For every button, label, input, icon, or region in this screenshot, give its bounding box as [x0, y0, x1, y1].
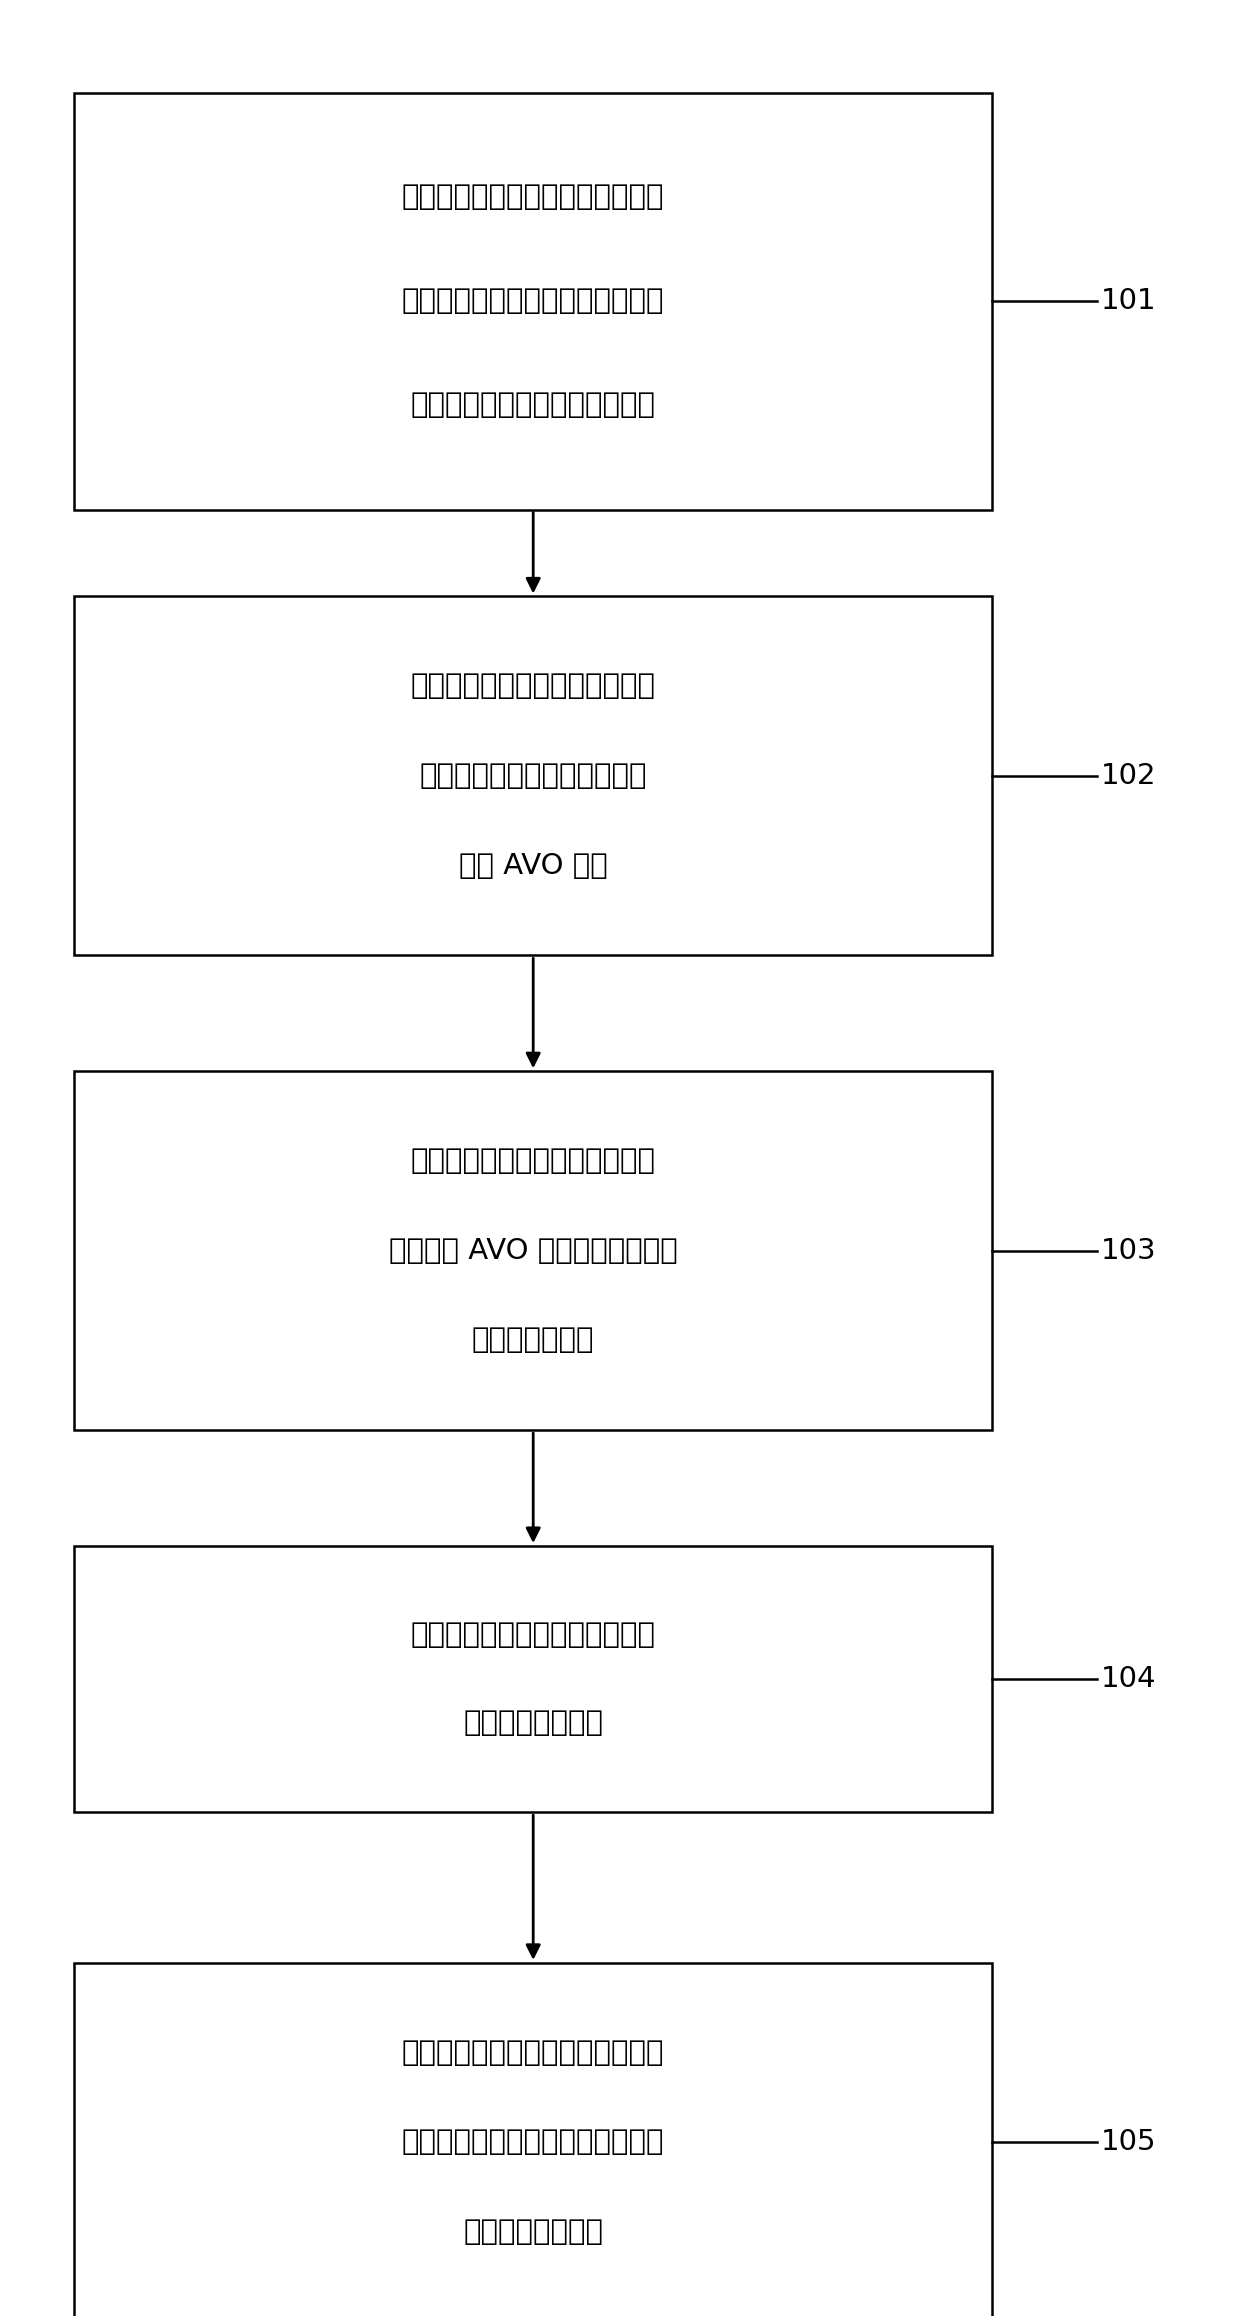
Text: 根据最终关键参数，确定最终的: 根据最终关键参数，确定最终的: [410, 1621, 656, 1649]
Text: 102: 102: [1101, 762, 1156, 790]
Bar: [74, 1547, 992, 1811]
Text: 进而建立多种砥泥岩的组合模式: 进而建立多种砥泥岩的组合模式: [410, 391, 656, 419]
Text: 104: 104: [1101, 1665, 1156, 1693]
Bar: [74, 93, 992, 510]
Text: 得最终关键参数: 得最终关键参数: [472, 1327, 594, 1355]
Text: 层逐道反演地震数据，得到整个地: 层逐道反演地震数据，得到整个地: [402, 2128, 665, 2156]
Text: 频变 AVO 响应: 频变 AVO 响应: [459, 852, 608, 880]
Text: 砂岩密度、泥岩速度和泥岩密度，: 砂岩密度、泥岩速度和泥岩密度，: [402, 287, 665, 315]
Bar: [74, 1964, 992, 2316]
Text: 计算实际地震数据与所有组合模: 计算实际地震数据与所有组合模: [410, 1146, 656, 1174]
Bar: [74, 595, 992, 954]
Text: 根据最终的砥泥岩的组合模式，逐: 根据最终的砥泥岩的组合模式，逐: [402, 2038, 665, 2066]
Bar: [74, 1070, 992, 1429]
Text: 砂泥岩的组合模式: 砂泥岩的组合模式: [464, 1709, 603, 1737]
Text: 泥岩的组合模式的全频带上的: 泥岩的组合模式的全频带上的: [419, 762, 647, 790]
Text: 103: 103: [1101, 1237, 1156, 1265]
Text: 101: 101: [1101, 287, 1156, 315]
Text: 震剖面的反演结果: 震剖面的反演结果: [464, 2219, 603, 2247]
Text: 105: 105: [1101, 2128, 1156, 2156]
Text: 通过传播矩阵方法，计算所有砂: 通过传播矩阵方法，计算所有砂: [410, 672, 656, 699]
Text: 根据测井解释资料确定砂岩速度、: 根据测井解释资料确定砂岩速度、: [402, 183, 665, 211]
Text: 式的频变 AVO 响应的相关值，获: 式的频变 AVO 响应的相关值，获: [389, 1237, 677, 1265]
